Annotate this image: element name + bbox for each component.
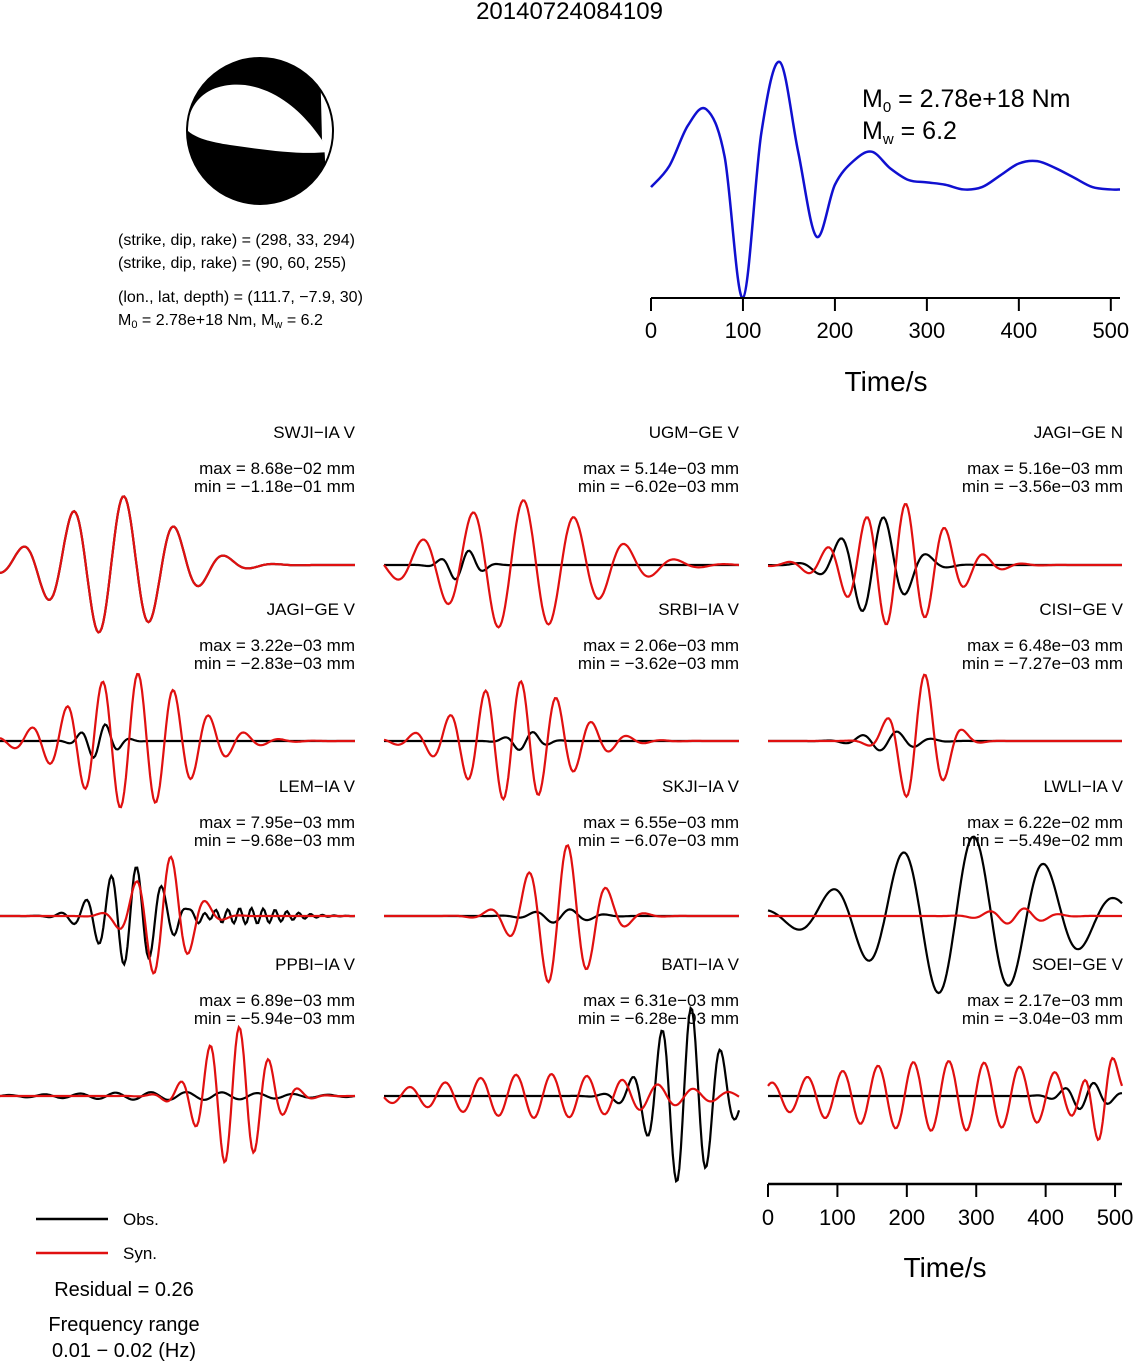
synthetic-waveform: [768, 907, 1122, 925]
synthetic-waveform: [767, 1056, 1124, 1142]
station-min: min = −6.28e−03 mm: [577, 1009, 739, 1028]
waveform-tick-label: 100: [819, 1205, 856, 1230]
waveform-tick-label: 0: [761, 1205, 775, 1230]
location-depth: (lon., lat, depth) = (111.7, −7.9, 30): [118, 289, 363, 306]
waveform-x-axis-title: Time/s: [903, 1252, 987, 1283]
station-max: max = 6.22e−02 mm: [967, 813, 1123, 832]
synthetic-waveform: [0, 1024, 355, 1165]
station-max: max = 5.14e−03 mm: [583, 459, 739, 478]
waveform-tick-label: 400: [1027, 1205, 1064, 1230]
event-title: 20140724084109: [476, 0, 663, 25]
station-min: min = −3.04e−03 mm: [961, 1009, 1123, 1028]
station-max: max = 7.95e−03 mm: [199, 813, 355, 832]
station-max: max = 3.22e−03 mm: [199, 636, 355, 655]
synthetic-waveform: [767, 503, 1122, 626]
stf-mw-label: Mw = 6.2: [862, 117, 957, 148]
station-max: max = 6.31e−03 mm: [583, 991, 739, 1010]
station-min: min = −5.94e−03 mm: [193, 1009, 355, 1028]
station-name: SOEI−GE V: [1031, 955, 1123, 974]
station-name: JAGI−GE V: [266, 600, 355, 619]
station-min: min = −7.27e−03 mm: [961, 654, 1123, 673]
station-min: min = −9.68e−03 mm: [193, 831, 355, 850]
nodal-plane-1: (strike, dip, rake) = (298, 33, 294): [118, 232, 355, 249]
station-min: min = −3.62e−03 mm: [577, 654, 739, 673]
synthetic-waveform: [0, 495, 355, 634]
stf-tick-label: 400: [1000, 318, 1038, 343]
station-name: JAGI−GE N: [1033, 423, 1123, 442]
station-min: min = −3.56e−03 mm: [961, 477, 1123, 496]
observed-waveform: [767, 835, 1123, 995]
station-name: LWLI−IA V: [1043, 777, 1123, 796]
synthetic-waveform: [384, 844, 739, 984]
waveform-tick-label: 500: [1096, 1205, 1134, 1230]
station-min: min = −6.02e−03 mm: [577, 477, 739, 496]
station-name: LEM−IA V: [278, 777, 355, 796]
station-max: max = 2.17e−03 mm: [967, 991, 1123, 1010]
station-min: min = −2.83e−03 mm: [193, 654, 355, 673]
station-min: min = −1.18e−01 mm: [193, 477, 355, 496]
stf-tick-label: 500: [1092, 318, 1130, 343]
station-name: SRBI−IA V: [658, 600, 739, 619]
legend-syn-label: Syn.: [123, 1244, 158, 1263]
synthetic-waveform: [768, 673, 1122, 799]
station-min: min = −5.49e−02 mm: [961, 831, 1123, 850]
stf-m0-label: M0 = 2.78e+18 Nm: [862, 85, 1071, 116]
station-min: min = −6.07e−03 mm: [577, 831, 739, 850]
synthetic-waveform: [0, 672, 355, 809]
nodal-plane-2: (strike, dip, rake) = (90, 60, 255): [118, 255, 347, 272]
synthetic-waveform: [0, 855, 355, 975]
station-name: SKJI−IA V: [661, 777, 739, 796]
station-max: max = 5.16e−03 mm: [967, 459, 1123, 478]
station-max: max = 6.55e−03 mm: [583, 813, 739, 832]
stf-x-axis-title: Time/s: [844, 366, 928, 397]
residual: Residual = 0.26: [54, 1279, 194, 1301]
stf-curve: [650, 60, 1121, 300]
station-max: max = 6.48e−03 mm: [967, 636, 1123, 655]
stf-tick-label: 300: [908, 318, 946, 343]
station-name: UGM−GE V: [648, 423, 739, 442]
stf-tick-label: 0: [644, 318, 658, 343]
frequency-range-label: Frequency range: [48, 1314, 200, 1336]
frequency-range-value: 0.01 − 0.02 (Hz): [52, 1340, 196, 1362]
observed-waveform: [0, 1091, 356, 1101]
waveform-tick-label: 200: [888, 1205, 926, 1230]
synthetic-waveform: [383, 1072, 740, 1120]
station-max: max = 8.68e−02 mm: [199, 459, 355, 478]
synthetic-waveform: [383, 679, 739, 802]
station-name: PPBI−IA V: [275, 955, 355, 974]
legend-obs-label: Obs.: [123, 1210, 159, 1229]
waveform-tick-label: 300: [957, 1205, 995, 1230]
station-name: BATI−IA V: [661, 955, 739, 974]
stf-tick-label: 100: [724, 318, 762, 343]
station-max: max = 6.89e−03 mm: [199, 991, 355, 1010]
station-max: max = 2.06e−03 mm: [583, 636, 739, 655]
station-name: CISI−GE V: [1039, 600, 1123, 619]
synthetic-waveform: [383, 499, 740, 629]
stf-tick-label: 200: [816, 318, 854, 343]
moment-magnitude-line: M0 = 2.78e+18 Nm, Mw = 6.2: [118, 312, 323, 331]
station-name: SWJI−IA V: [273, 423, 355, 442]
